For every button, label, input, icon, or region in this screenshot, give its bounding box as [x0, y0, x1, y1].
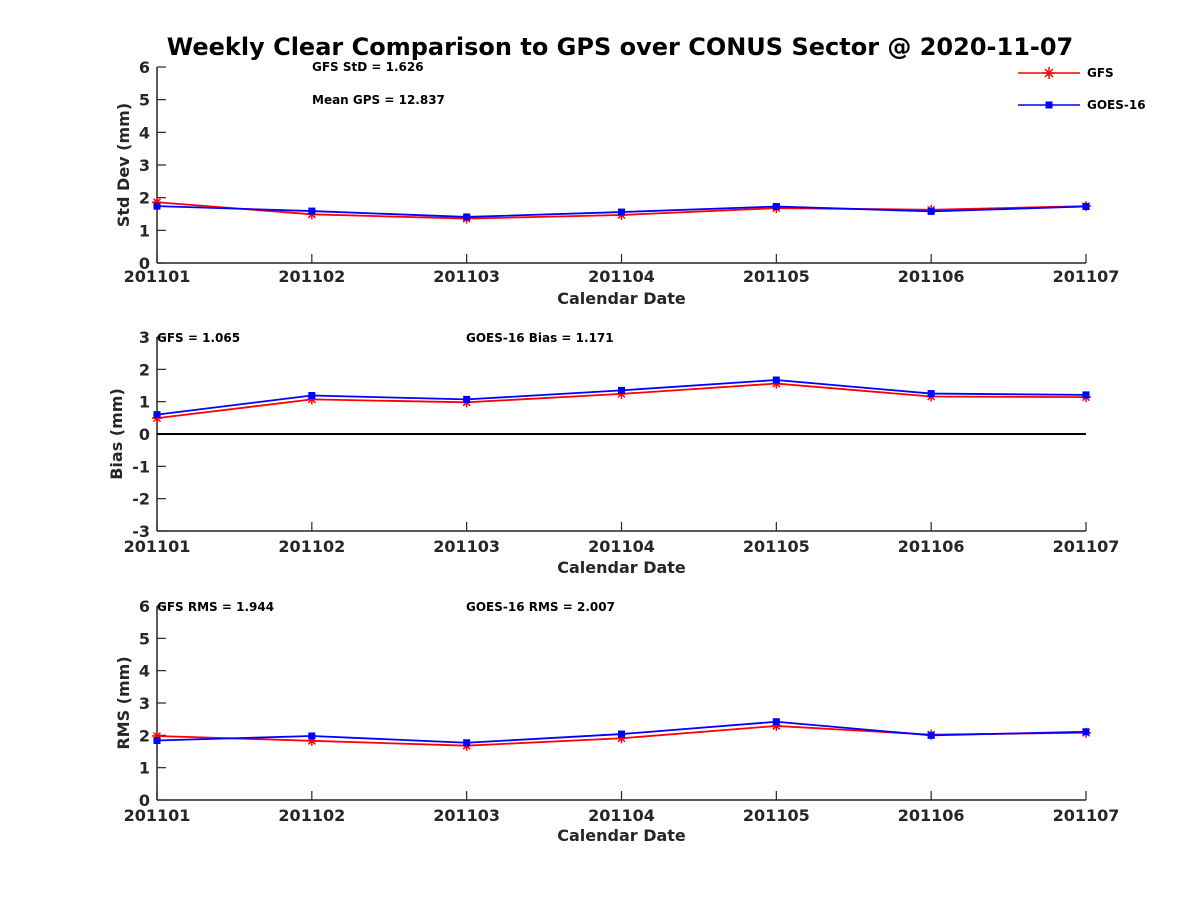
bias-goes16-point [308, 392, 316, 400]
std-dev-x-tick-label: 201106 [898, 267, 965, 286]
bias-goes16-point [618, 386, 625, 394]
bias-y-tick-label: 1 [139, 393, 150, 412]
rms-panel: 0 1 2 3 4 5 6 201101 201102 201103 201104 201105 201… [114, 597, 1119, 845]
bias-x-tick-label: 201103 [433, 537, 500, 556]
bias-y-tick-label: -2 [132, 490, 150, 509]
bias-annotation: GOES-16 Bias = 1.171 [466, 331, 614, 345]
std-dev-x-tick-label: 201102 [278, 267, 345, 286]
std-dev-x-tick-label: 201105 [743, 267, 810, 286]
std-dev-y-tick-label: 4 [139, 123, 150, 142]
bias-goes16-point [1082, 391, 1090, 399]
legend-goes16-label: GOES-16 [1087, 98, 1146, 112]
rms-y-tick-label: 5 [139, 629, 150, 648]
std-dev-x-tick-label: 201101 [124, 267, 191, 286]
std-dev-goes16-point [927, 207, 935, 215]
rms-goes16-point [153, 737, 161, 745]
rms-y-tick-label: 0 [139, 791, 150, 810]
std-dev-y-tick-label: 5 [139, 91, 150, 110]
bias-x-axis-label: Calendar Date [557, 558, 686, 577]
std-dev-goes16-point [1082, 202, 1090, 210]
std-dev-goes16-point [772, 202, 780, 210]
bias-x-tick-label: 201101 [124, 537, 191, 556]
bias-y-tick-label: 0 [139, 425, 150, 444]
std-dev-x-tick-label: 201104 [588, 267, 655, 286]
bias-panel: -3 -2 -1 0 1 2 3 201101 201102 201103 201104 201105… [107, 328, 1119, 577]
rms-x-tick-label: 201105 [743, 806, 810, 825]
rms-x-tick-label: 201103 [433, 806, 500, 825]
std-dev-annotation: Mean GPS = 12.837 [312, 93, 445, 107]
bias-x-tick-label: 201104 [588, 537, 655, 556]
std-dev-y-axis-label: Std Dev (mm) [114, 103, 133, 227]
bias-goes16-point [772, 376, 780, 384]
rms-x-tick-label: 201104 [588, 806, 655, 825]
bias-y-tick-label: -3 [132, 522, 150, 541]
bias-goes16-point [153, 411, 161, 419]
rms-x-tick-label: 201106 [898, 806, 965, 825]
bias-y-tick-label: 3 [139, 328, 150, 347]
std-dev-y-tick-label: 6 [139, 58, 150, 77]
legend-gfs-label: GFS [1087, 66, 1114, 80]
std-dev-annotation: GFS StD = 1.626 [312, 60, 424, 74]
rms-y-tick-label: 1 [139, 759, 150, 778]
rms-goes16-point [308, 732, 316, 740]
rms-annotation: GFS RMS = 1.944 [157, 600, 274, 614]
rms-y-axis-label: RMS (mm) [114, 656, 133, 749]
bias-goes16-point [927, 390, 935, 398]
bias-goes16-point [463, 395, 471, 403]
std-dev-panel: 0 1 2 3 4 5 6 201101 201102 201103 201104 201105 201… [114, 58, 1119, 308]
bias-x-tick-label: 201105 [743, 537, 810, 556]
rms-y-tick-label: 4 [139, 662, 150, 681]
legend-gfs-marker [1043, 67, 1055, 79]
rms-goes16-point [772, 718, 780, 726]
std-dev-goes16-point [308, 207, 316, 215]
legend-goes16-marker [1045, 101, 1053, 109]
std-dev-goes16-point [618, 208, 625, 216]
std-dev-x-axis-label: Calendar Date [557, 289, 686, 308]
bias-annotation: GFS = 1.065 [157, 331, 240, 345]
rms-y-tick-label: 2 [139, 726, 150, 745]
bias-x-tick-label: 201106 [898, 537, 965, 556]
bias-y-axis-label: Bias (mm) [107, 388, 126, 480]
bias-x-tick-label: 201102 [278, 537, 345, 556]
std-dev-y-tick-label: 0 [139, 254, 150, 273]
std-dev-goes16-point [153, 202, 161, 210]
rms-x-tick-label: 201101 [124, 806, 191, 825]
rms-x-tick-label: 201102 [278, 806, 345, 825]
std-dev-x-tick-label: 201107 [1053, 267, 1120, 286]
rms-goes16-point [1082, 728, 1090, 736]
rms-y-tick-label: 3 [139, 694, 150, 713]
bias-x-tick-label: 201107 [1053, 537, 1120, 556]
bias-y-tick-label: 2 [139, 360, 150, 379]
rms-goes16-point [618, 730, 625, 738]
rms-x-tick-label: 201107 [1053, 806, 1120, 825]
std-dev-x-tick-label: 201103 [433, 267, 500, 286]
rms-goes16-point [927, 731, 935, 739]
figure-title: Weekly Clear Comparison to GPS over CONU… [167, 33, 1074, 61]
rms-goes16-point [463, 739, 471, 747]
rms-annotation: GOES-16 RMS = 2.007 [466, 600, 615, 614]
bias-y-tick-label: -1 [132, 457, 150, 476]
std-dev-y-tick-label: 1 [139, 221, 150, 240]
rms-y-tick-label: 6 [139, 597, 150, 616]
rms-x-axis-label: Calendar Date [557, 826, 686, 845]
std-dev-goes16-point [463, 213, 471, 221]
std-dev-y-tick-label: 3 [139, 156, 150, 175]
std-dev-y-tick-label: 2 [139, 189, 150, 208]
legend: GFS GOES-16 [1018, 66, 1146, 112]
